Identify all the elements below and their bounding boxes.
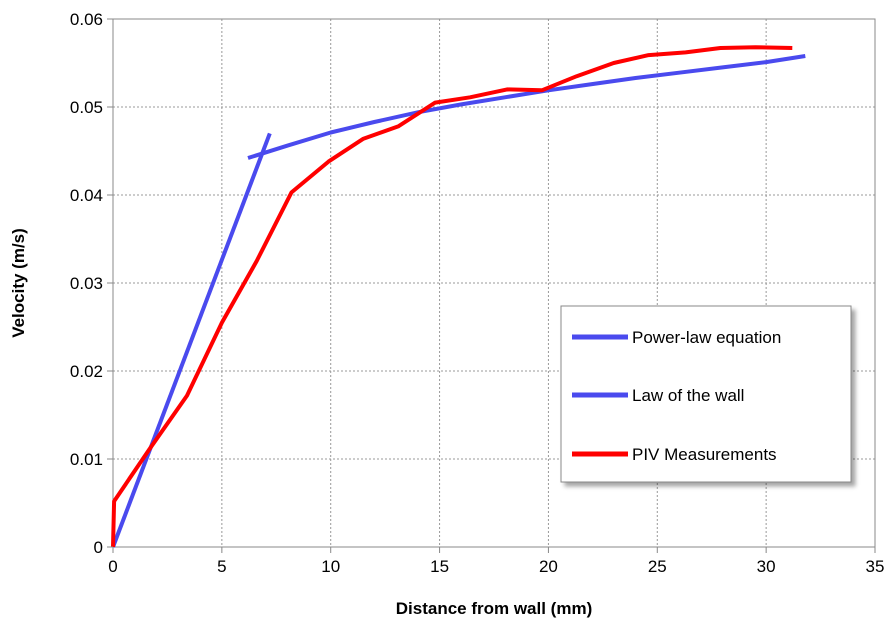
y-tick-label: 0.04	[70, 186, 103, 205]
y-axis-ticks: 0 0.01 0.02 0.03 0.04 0.05 0.06	[70, 10, 113, 557]
legend-entries: Power-law equation Law of the wall PIV Mea…	[572, 328, 781, 464]
legend: Power-law equation Law of the wall PIV Mea…	[560, 305, 852, 483]
y-tick-label: 0.05	[70, 98, 103, 117]
series-layer	[111, 45, 806, 548]
series-line-law-of-the-wall	[111, 132, 272, 548]
plot-area	[111, 18, 876, 548]
legend-label-power-law-equation: Power-law equation	[632, 328, 781, 347]
x-tick-label: 25	[648, 557, 667, 576]
x-tick-label: 5	[217, 557, 226, 576]
legend-label-law-of-the-wall: Law of the wall	[632, 386, 744, 405]
y-tick-label: 0.02	[70, 362, 103, 381]
x-axis-title: Distance from wall (mm)	[396, 599, 593, 618]
x-tick-label: 35	[866, 557, 885, 576]
x-tick-label: 0	[108, 557, 117, 576]
x-tick-label: 15	[430, 557, 449, 576]
y-tick-label: 0	[94, 538, 103, 557]
series-line-piv-measurements	[111, 45, 793, 548]
x-tick-label: 20	[539, 557, 558, 576]
x-axis-ticks: 0 5 10 15 20 25 30 35	[108, 547, 884, 576]
y-tick-label: 0.01	[70, 450, 103, 469]
legend-label-piv-measurements: PIV Measurements	[632, 445, 777, 464]
y-axis-title: Velocity (m/s)	[9, 228, 28, 338]
x-tick-label: 30	[757, 557, 776, 576]
x-tick-label: 10	[321, 557, 340, 576]
y-tick-label: 0.03	[70, 274, 103, 293]
series-line-power-law-equation	[247, 54, 806, 160]
y-tick-label: 0.06	[70, 10, 103, 29]
